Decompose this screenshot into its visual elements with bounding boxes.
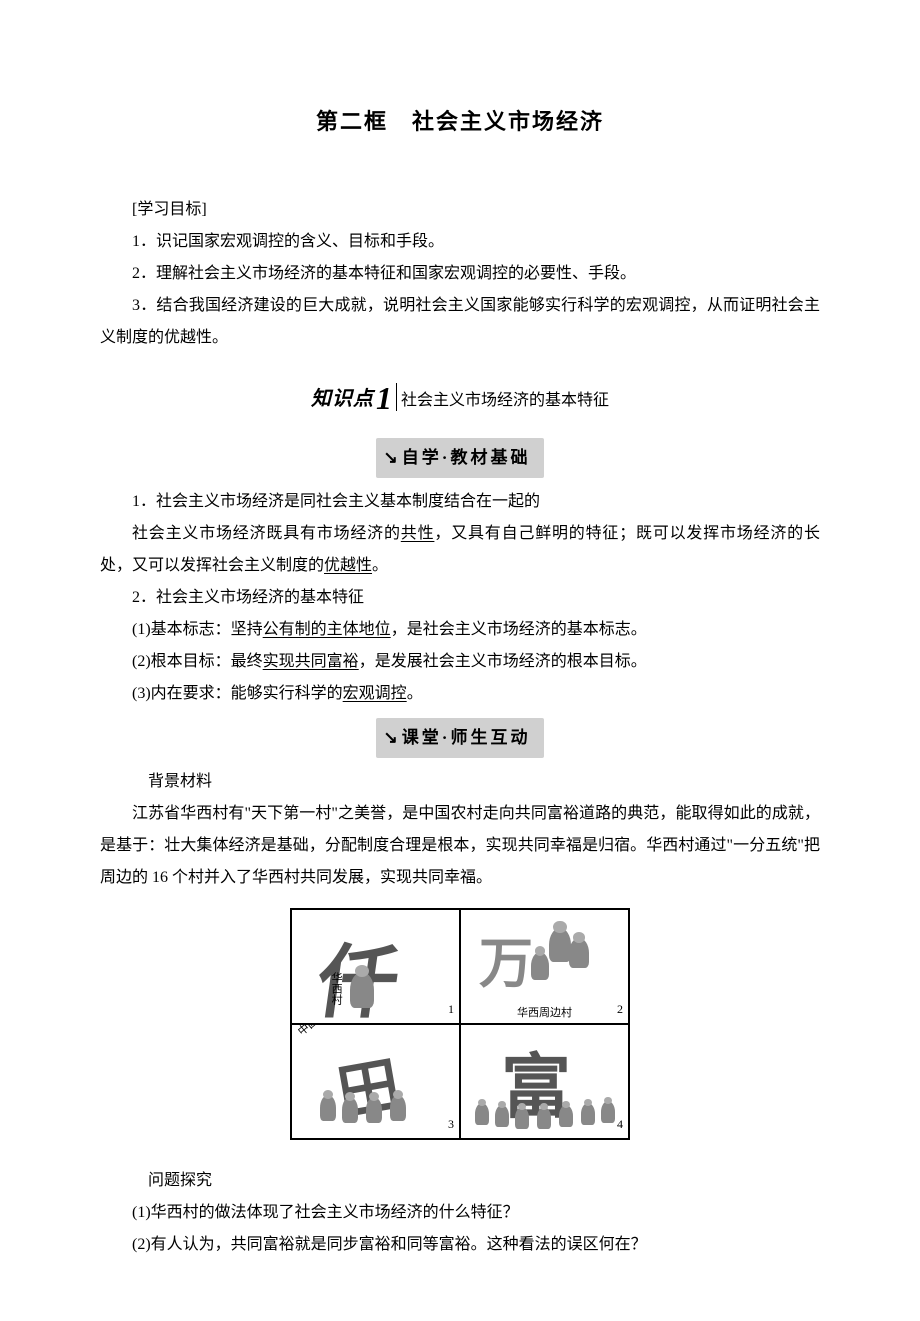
sub-banner-inner: ↘自学·教材基础 (376, 438, 545, 478)
cell-number: 1 (448, 997, 454, 1021)
illustration-cell: 仟 华西村 1 (291, 909, 460, 1024)
person-icon (320, 1095, 336, 1121)
underline-text: 优越性 (324, 557, 372, 574)
underline-text: 公有制的主体地位 (263, 621, 391, 638)
text: (3)内在要求：能够实行科学的 (132, 685, 343, 702)
person-icon (342, 1097, 358, 1123)
question-item: (2)有人认为，共同富裕就是同步富裕和同等富裕。这种看法的误区何在？ (100, 1229, 820, 1261)
text: 社会主义市场经济既具有市场经济的 (132, 525, 401, 542)
banner-text: 自学·教材基础 (402, 448, 531, 467)
illustration: 仟 华西村 1 万 华西周边村 2 田 中国边远村 (100, 908, 820, 1151)
feature-item: (1)基本标志：坚持公有制的主体地位，是社会主义市场经济的基本标志。 (100, 614, 820, 646)
illustration-cell: 万 华西周边村 2 (460, 909, 629, 1024)
subsection-label: 问题探究 (100, 1165, 820, 1197)
cell-label: 华西村 (330, 972, 342, 1005)
paragraph: 社会主义市场经济既具有市场经济的共性，又具有自己鲜明的特征；既可以发挥市场经济的… (100, 518, 820, 582)
person-icon (475, 1103, 489, 1125)
cell-number: 2 (617, 997, 623, 1021)
person-icon (495, 1105, 509, 1127)
divider-icon (396, 383, 397, 411)
objectives-label: [学习目标] (100, 194, 820, 226)
person-icon (390, 1095, 406, 1121)
section-suffix: 社会主义市场经济的基本特征 (401, 392, 609, 409)
underline-text: 共性 (401, 525, 435, 542)
feature-item: (3)内在要求：能够实行科学的宏观调控。 (100, 678, 820, 710)
feature-item: (2)根本目标：最终实现共同富裕，是发展社会主义市场经济的根本目标。 (100, 646, 820, 678)
illustration-cell: 田 中国边远村 3 (291, 1024, 460, 1139)
subsection-label: 背景材料 (100, 766, 820, 798)
underline-text: 宏观调控 (343, 685, 407, 702)
background-text: 江苏省华西村有"天下第一村"之美誉，是中国农村走向共同富裕道路的典范，能取得如此… (100, 798, 820, 894)
arrow-icon: ↘ (384, 728, 398, 747)
text: (2)根本目标：最终 (132, 653, 263, 670)
person-icon (559, 1105, 573, 1127)
banner-text: 课堂·师生互动 (402, 728, 531, 747)
person-icon (569, 938, 589, 968)
person-icon (515, 1107, 529, 1129)
person-icon (581, 1103, 595, 1125)
underline-text: 实现共同富裕 (263, 653, 359, 670)
text: 。 (372, 557, 388, 574)
cell-number: 4 (617, 1112, 623, 1136)
question-item: (1)华西村的做法体现了社会主义市场经济的什么特征？ (100, 1197, 820, 1229)
person-icon (549, 928, 571, 962)
section-number: 1 (376, 380, 392, 416)
section-prefix: 知识点 (311, 388, 374, 410)
person-icon (531, 952, 549, 980)
arrow-icon: ↘ (384, 448, 398, 467)
text: 。 (407, 685, 423, 702)
sub-banner: ↘自学·教材基础 (100, 438, 820, 478)
text: ，是社会主义市场经济的基本标志。 (391, 621, 647, 638)
cell-number: 3 (448, 1112, 454, 1136)
cell-label: 华西周边村 (517, 1007, 572, 1019)
person-icon (366, 1097, 382, 1123)
objective-item: 3．结合我国经济建设的巨大成就，说明社会主义国家能够实行科学的宏观调控，从而证明… (100, 290, 820, 354)
sub-banner: ↘课堂·师生互动 (100, 718, 820, 758)
objective-item: 2．理解社会主义市场经济的基本特征和国家宏观调控的必要性、手段。 (100, 258, 820, 290)
objective-item: 1．识记国家宏观调控的含义、目标和手段。 (100, 226, 820, 258)
illustration-cell: 富 4 (460, 1024, 629, 1139)
person-icon (601, 1101, 615, 1123)
page-title: 第二框 社会主义市场经济 (100, 100, 820, 144)
glyph-icon: 万 (479, 910, 533, 1018)
text: ，是发展社会主义市场经济的根本目标。 (359, 653, 647, 670)
section-header: 知识点1 社会主义市场经济的基本特征 (100, 366, 820, 430)
sub-banner-inner: ↘课堂·师生互动 (376, 718, 545, 758)
person-icon (350, 972, 374, 1008)
point-heading: 2．社会主义市场经济的基本特征 (100, 582, 820, 614)
point-heading: 1．社会主义市场经济是同社会主义基本制度结合在一起的 (100, 486, 820, 518)
text: (1)基本标志：坚持 (132, 621, 263, 638)
person-icon (537, 1107, 551, 1129)
